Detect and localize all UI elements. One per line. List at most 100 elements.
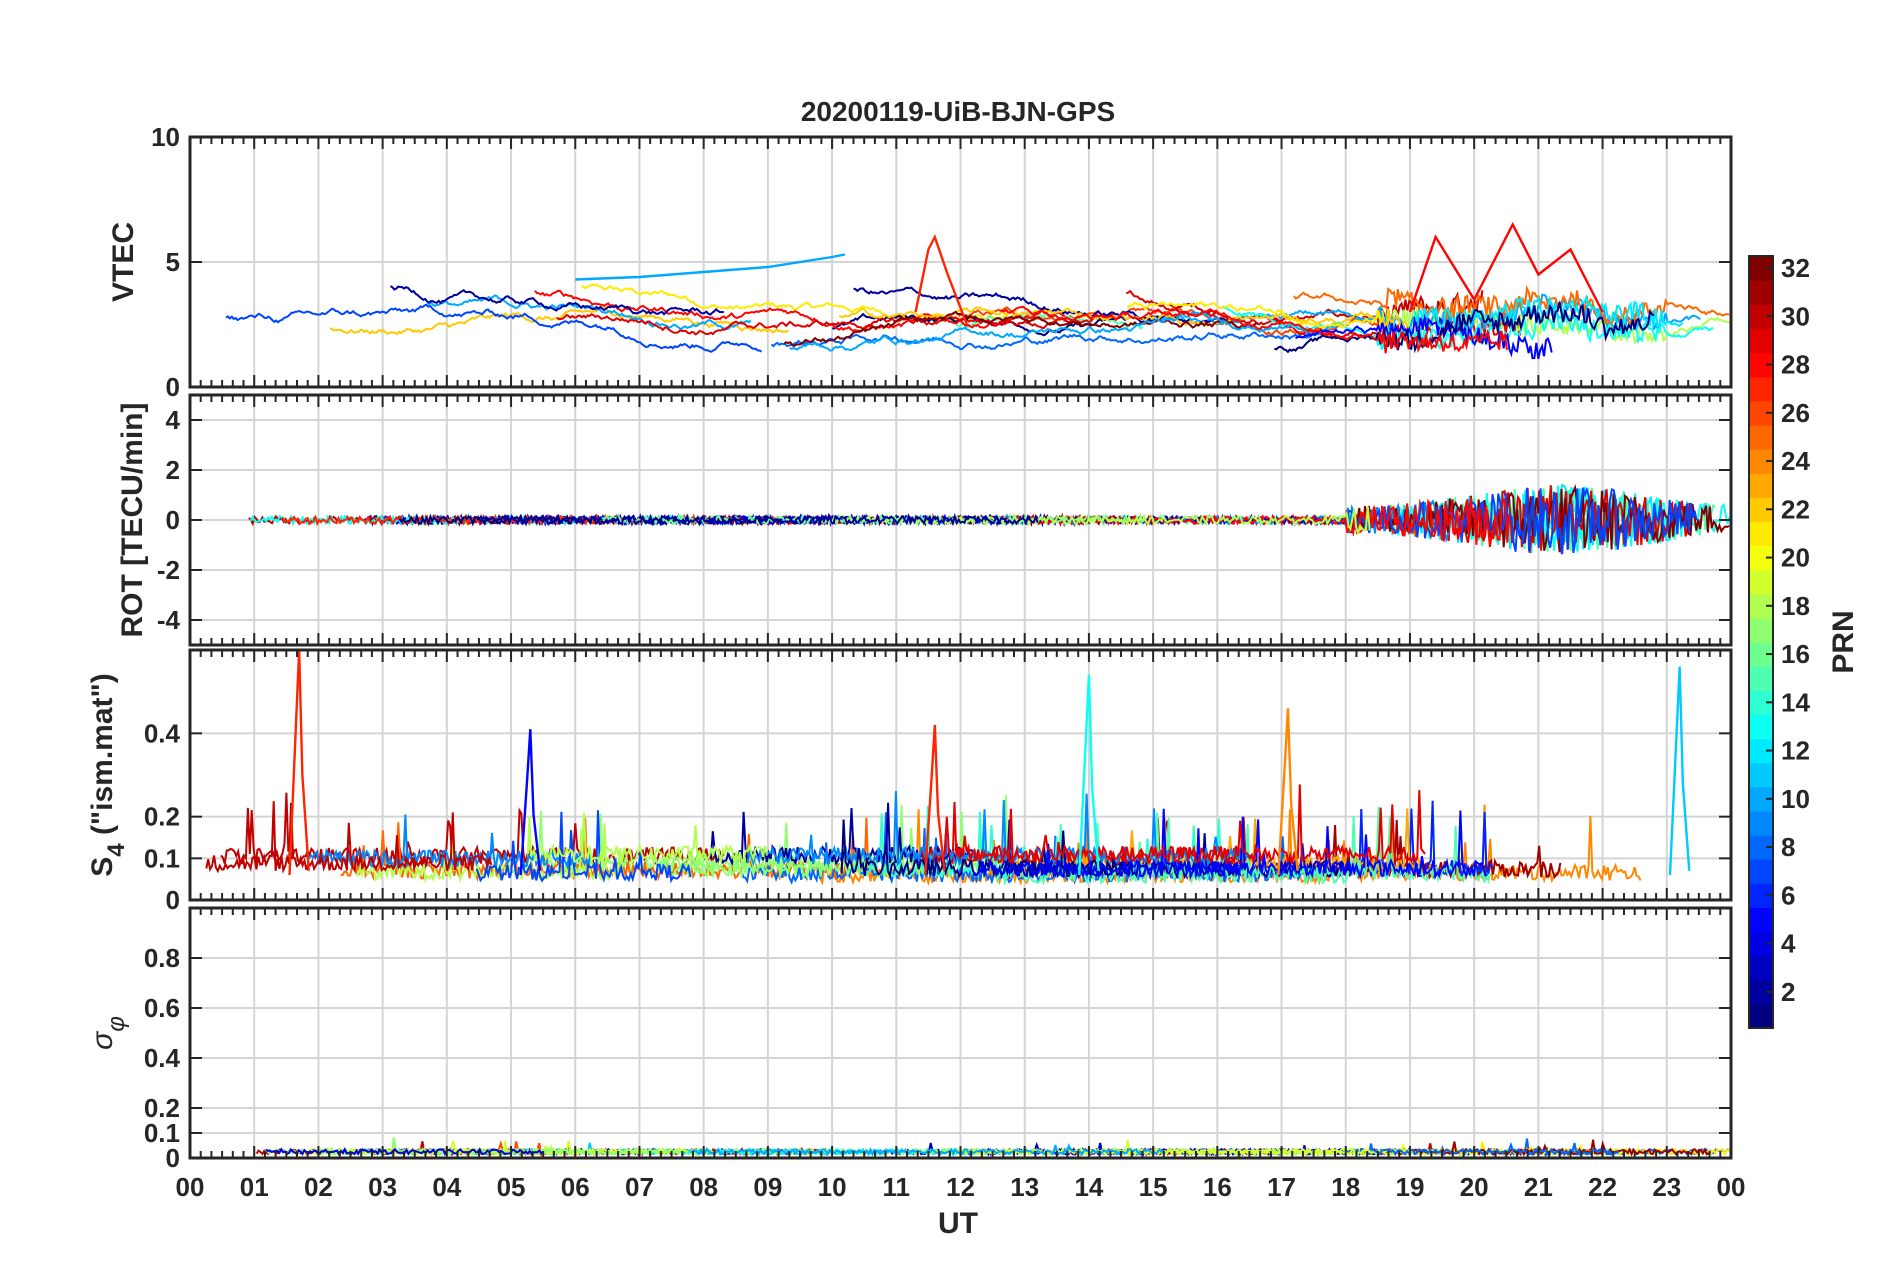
s4-trace-prn-29: [954, 784, 1426, 866]
sigma_phi-ylabel-sub: φ: [103, 1016, 130, 1032]
vtec-feature-1: [575, 253, 846, 281]
colorbar-swatch: [1749, 376, 1773, 402]
sigma_phi-grid: [190, 908, 1731, 1158]
colorbar-tick-label: 26: [1781, 398, 1810, 428]
x-tick-label: 22: [1588, 1172, 1617, 1202]
s4-ylabel-sub: 4: [103, 843, 130, 857]
s4-ytick-label: 0: [166, 885, 180, 915]
colorbar-tick-label: 28: [1781, 350, 1810, 380]
rot-trace-prn-18: [822, 506, 1371, 537]
x-tick-label: 13: [1010, 1172, 1039, 1202]
panel-s4: 0 0.1 0.2 0.4 S4 ("ism.mat"): [86, 648, 1733, 915]
x-tick-label: 15: [1139, 1172, 1168, 1202]
x-tick-label: 18: [1331, 1172, 1360, 1202]
rot-ytick-label: -2: [157, 555, 180, 585]
x-tick-label: 12: [946, 1172, 975, 1202]
s4-trace-prn-18: [527, 812, 768, 865]
colorbar-swatch: [1749, 1003, 1773, 1029]
colorbar-swatch: [1749, 569, 1773, 595]
vtec-trace-prn-8: [770, 328, 1329, 351]
x-tick-label: 20: [1460, 1172, 1489, 1202]
s4-peak-4: [1277, 708, 1299, 876]
vtec-trace-prn-2: [389, 285, 724, 316]
x-tick-label: 17: [1267, 1172, 1296, 1202]
colorbar-tick-label: 4: [1781, 929, 1796, 959]
colorbar-swatch: [1749, 955, 1773, 981]
x-tick-label: 10: [818, 1172, 847, 1202]
vtec-ytick-label: 10: [151, 122, 180, 152]
x-tick-label: 11: [883, 1172, 911, 1202]
colorbar-swatch: [1749, 473, 1773, 498]
sigma_phi-ytick-label: 0.4: [144, 1043, 181, 1073]
vtec-trace-prn-10: [789, 311, 1339, 352]
rot-ytick-label: 0: [166, 505, 180, 535]
vtec-ytick-label: 5: [166, 247, 180, 277]
x-tick-label: 06: [561, 1172, 590, 1202]
colorbar-frame: [1748, 255, 1774, 1029]
rot-trace-prn-2: [476, 512, 1039, 527]
x-tick-label: 00: [176, 1172, 205, 1202]
x-tick-label: 00: [1717, 1172, 1746, 1202]
x-axis: 00 01 02 03 04 05 06 07 08 09 10 11 12 13 14 15 16 17 18 19…: [176, 1172, 1746, 1202]
colorbar-swatch: [1749, 810, 1773, 836]
x-tick-label: 08: [689, 1172, 718, 1202]
vtec-trace-prn-7: [225, 303, 763, 353]
vtec-trace-prn-29: [556, 313, 1114, 336]
colorbar-tick-label: 32: [1781, 253, 1810, 283]
colorbar-swatch: [1749, 617, 1773, 643]
vtec-trace-prn-28: [1000, 305, 1508, 354]
x-tick-label: 16: [1203, 1172, 1232, 1202]
sigma_phi-trace-prn-10: [690, 1143, 1166, 1157]
colorbar-swatch: [1749, 521, 1773, 547]
colorbar-swatch: [1749, 424, 1773, 450]
colorbar-tick-label: 16: [1781, 639, 1810, 669]
x-tick-label: 07: [625, 1172, 654, 1202]
x-tick-label: 03: [368, 1172, 397, 1202]
vtec-trace-prn-22: [838, 306, 1409, 333]
sigma_phi-ytick-label: 0.8: [144, 943, 180, 973]
colorbar-swatch: [1749, 762, 1773, 788]
colorbar-tick-label: 22: [1781, 494, 1810, 524]
s4-peak-5: [1668, 666, 1691, 876]
s4-peak-1: [519, 729, 542, 876]
s4-trace-prn-15: [994, 806, 1492, 886]
sigma_phi-ytick-label: 0.1: [144, 1118, 180, 1148]
vtec-trace-prn-21: [1126, 300, 1383, 330]
colorbar-tick-label: 30: [1781, 301, 1810, 331]
s4-ytick-label: 0.1: [144, 843, 180, 873]
vtec-ylabel: VTEC: [107, 222, 140, 302]
colorbar-swatch: [1749, 280, 1773, 305]
s4-traces: [205, 650, 1691, 887]
vtec-grid: [190, 137, 1731, 387]
s4-peak-3: [1078, 674, 1100, 876]
s4-trace-prn-5: [972, 808, 1488, 881]
colorbar-swatch: [1749, 907, 1773, 933]
x-tick-label: 02: [304, 1172, 333, 1202]
x-tick-label: 23: [1652, 1172, 1681, 1202]
x-tick-label: 21: [1524, 1172, 1553, 1202]
x-tick-label: 19: [1395, 1172, 1424, 1202]
s4-ylabel: S4 ("ism.mat"): [86, 673, 130, 877]
sigma_phi-ytick-label: 0.6: [144, 993, 180, 1023]
s4-trace-prn-30: [205, 801, 493, 874]
x-axis-label: UT: [938, 1207, 978, 1240]
colorbar-tick-label: 6: [1781, 880, 1795, 910]
s4-ticks: [189, 650, 1732, 901]
colorbar-swatch: [1749, 666, 1773, 691]
panel-rot: -4 -2 0 2 4 ROT [TECU/min]: [116, 393, 1733, 647]
s4-ytick-label: 0.2: [144, 802, 180, 832]
sigma_phi-ytick-label: 0: [166, 1143, 180, 1173]
rot-ticks: [189, 395, 1732, 645]
colorbar-tick-label: 14: [1781, 687, 1810, 717]
x-tick-label: 09: [753, 1172, 782, 1202]
vtec-trace-prn-32: [783, 310, 1259, 348]
s4-peak-2: [923, 724, 946, 876]
vtec-ticks: [189, 136, 1732, 388]
rot-ylabel: ROT [TECU/min]: [116, 403, 149, 638]
colorbar-swatch: [1749, 859, 1773, 884]
colorbar-tick-label: 18: [1781, 591, 1810, 621]
